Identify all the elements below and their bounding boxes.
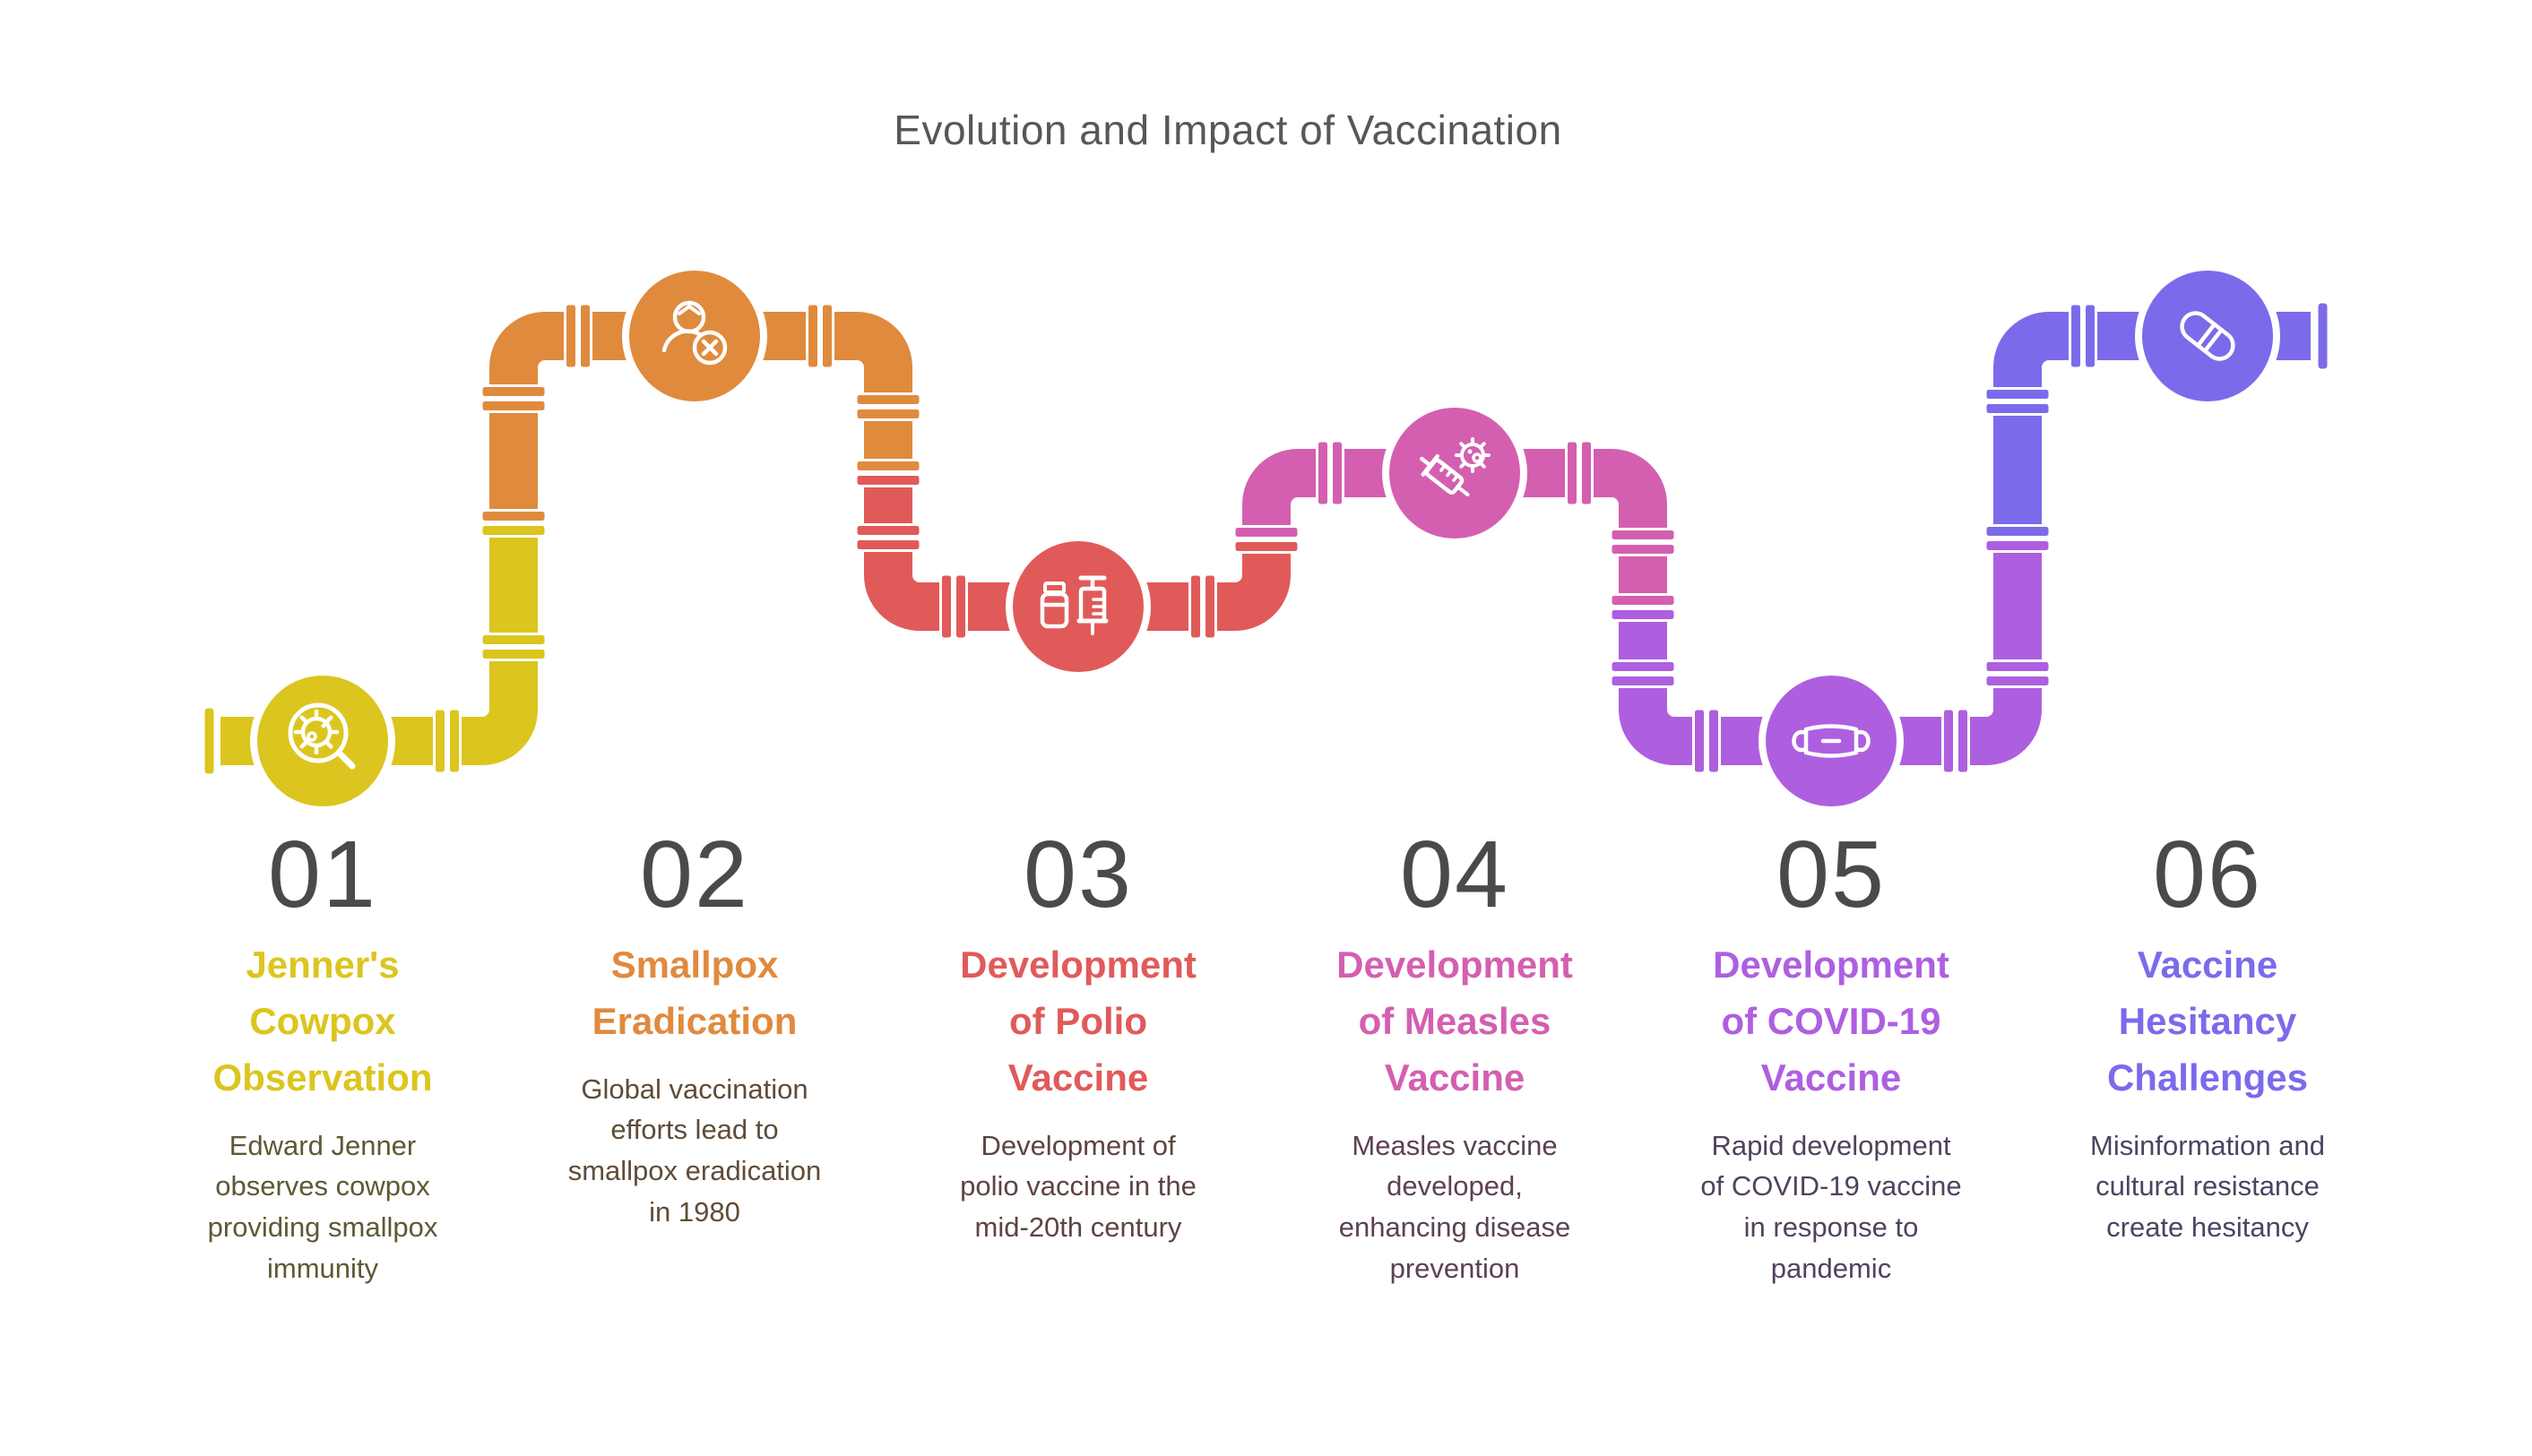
stage-number: 02 (640, 822, 749, 927)
pink-rings (1232, 439, 1677, 607)
capsule-icon (2180, 311, 2235, 361)
pipe-segment-1 (220, 523, 538, 765)
stage-column-5: 05 Development of COVID-19 Vaccine Rapid… (1661, 823, 2001, 1289)
pipe-end-cap (2315, 300, 2330, 372)
node-4 (1382, 401, 1527, 546)
page-title: Evolution and Impact of Vaccination (894, 107, 1562, 153)
stage-title: Jenner's Cowpox Observation (212, 943, 433, 1098)
face-mask-icon (1792, 724, 1871, 758)
purple-rings (1609, 538, 2052, 775)
stage-number: 04 (1400, 822, 1509, 927)
stage-title: Vaccine Hesitancy Challenges (2106, 943, 2309, 1098)
node-1-circle (257, 676, 388, 806)
stage-title: Smallpox Eradication (592, 943, 798, 1042)
node-5 (1759, 668, 1904, 814)
stage-description: Misinformation and cultural resistance c… (2090, 1129, 2325, 1244)
stage-column-6: 06 Vaccine Hesitancy Challenges Misinfor… (2037, 823, 2378, 1248)
syringe-virus-icon (1420, 437, 1491, 497)
pipe-start-cap (202, 705, 217, 777)
node-3 (1006, 534, 1151, 679)
virus-magnifier-icon (288, 702, 356, 770)
red-rings (854, 473, 1301, 641)
node-6 (2135, 263, 2280, 409)
stage-description: Rapid development of COVID-19 vaccine in… (1700, 1129, 1962, 1285)
stage-column-1: 01 Jenner's Cowpox Observation Edward Je… (152, 823, 493, 1289)
stage-description: Measles vaccine developed, enhancing dis… (1338, 1129, 1571, 1285)
stage-description: Development of polio vaccine in the mid-… (960, 1129, 1197, 1244)
pipe-segment-6 (1993, 312, 2311, 538)
stage-title: Development of COVID-19 Vaccine (1713, 943, 1949, 1098)
vial-syringe-icon (1040, 575, 1109, 635)
pipe-joint-rings (433, 302, 2097, 775)
stage-number: 06 (2153, 822, 2262, 927)
stage-column-3: 03 Development of Polio Vaccine Developm… (908, 823, 1249, 1248)
stage-description: Edward Jenner observes cowpox providing … (207, 1129, 438, 1285)
person-eradicated-icon (661, 300, 728, 366)
stage-column-4: 04 Development of Measles Vaccine Measle… (1284, 823, 1625, 1289)
stage-number: 03 (1024, 822, 1133, 927)
node-3-circle (1013, 541, 1144, 672)
stage-title: Development of Polio Vaccine (960, 943, 1197, 1098)
stage-number: 05 (1776, 822, 1886, 927)
violet-rings (1983, 302, 2097, 538)
stage-column-2: 02 Smallpox Eradication Global vaccinati… (524, 823, 865, 1233)
stage-title: Development of Measles Vaccine (1336, 943, 1573, 1098)
stage-description: Global vaccination efforts lead to small… (567, 1073, 822, 1228)
orange-rings (480, 302, 922, 523)
stage-number: 01 (268, 822, 377, 927)
yellow-rings (433, 523, 548, 775)
node-1 (250, 668, 395, 814)
node-2-circle (629, 271, 760, 401)
node-2 (622, 263, 767, 409)
